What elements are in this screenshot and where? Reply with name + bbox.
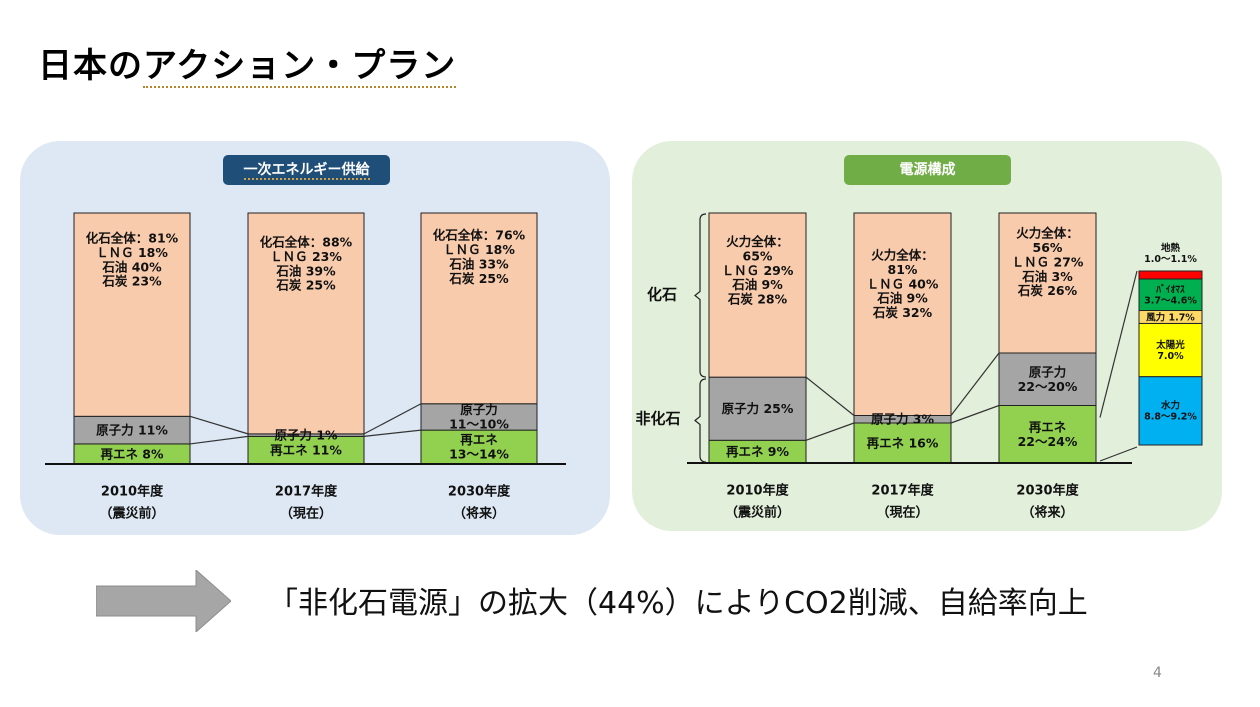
connector-line [950,352,1000,416]
category-sublabel: （将来） [453,506,505,522]
renewable-breakdown-solar [1138,322,1203,378]
segment-label: 再エネ 13～14% [449,432,509,461]
fossil-segment [853,212,952,416]
category-label: 2010年度 [726,483,789,499]
connector-line [189,435,249,445]
segment-label: 原子力 22～20% [1018,364,1078,393]
segment-label: 化石全体：76%ＬＮＧ 18%石油 33%石炭 25% [433,228,526,286]
connector-line [805,422,855,441]
renewable-breakdown-label: 地熱 1.0～1.1% [1144,242,1197,265]
renewable-breakdown-biomass [1138,278,1203,312]
category-label: 2030年度 [1016,483,1079,499]
nuclear-segment [73,415,191,445]
zoom-connector-line [1099,446,1138,462]
segment-label: 再エネ 9% [726,444,790,459]
category-label: 2030年度 [448,484,511,500]
segment-label: 原子力 1% [274,428,338,443]
primary-energy-badge: 一次エネルギー供給 [223,155,390,185]
segment-label: 再エネ 8% [100,446,164,461]
renewable-breakdown-label: 太陽光 7.0% [1156,339,1185,362]
primary-energy-title: 一次エネルギー供給 [243,162,370,180]
connector-line [805,376,855,416]
segment-label: 原子力 11% [96,422,168,437]
renewable-breakdown-hydro [1138,376,1203,446]
nuclear-segment [708,376,807,441]
group-label-non-fossil: 非化石 [635,409,680,427]
power-mix-title: 電源構成 [899,162,956,178]
fossil-segment [708,212,807,378]
connector-line [950,404,1000,424]
category-label: 2010年度 [101,484,164,500]
connector-line [189,415,249,435]
segment-label: 原子力 25% [722,401,794,416]
title-underlined: アクション・プラン [143,46,457,88]
right-arrow-icon [96,570,231,632]
slide-title: 日本のアクション・プラン [38,38,457,88]
category-sublabel: （現在） [876,505,928,521]
fossil-segment [73,212,191,417]
zoom-connector-line [1099,270,1138,418]
category-sublabel: （将来） [1021,505,1073,521]
renewable-segment [420,429,538,465]
power-mix-badge: 電源構成 [844,155,1011,185]
renewable-breakdown-geothermal [1138,270,1203,280]
group-label-fossil: 化石 [647,285,677,303]
category-label: 2017年度 [871,483,934,499]
fossil-segment [998,212,1097,354]
category-sublabel: （現在） [280,506,332,522]
category-sublabel: （震災前） [725,505,790,521]
segment-label: 再エネ 16% [867,435,939,450]
segment-label: 原子力 3% [871,412,935,427]
connector-line [363,403,422,435]
bottom-message: 「非化石電源」の拡大（44%）によりCO2削減、自給率向上 [268,586,1088,621]
fossil-segment [420,212,538,405]
renewable-breakdown-label: 水力 8.8～9.2% [1144,400,1197,423]
renewable-segment [998,405,1097,464]
segment-label: 火力全体： 56%ＬＮＧ 27%石油 3%石炭 26% [1012,226,1084,299]
renewable-breakdown-label: ﾊﾞｲｵﾏｽ 3.7～4.6% [1144,284,1197,307]
nuclear-segment [998,352,1097,406]
non-fossil-bracket [694,378,707,463]
segment-label: 原子力 11～10% [449,402,509,431]
segment-label: 化石全体：81%ＬＮＧ 18%石油 40%石炭 23% [86,231,179,289]
fossil-bracket [694,213,707,378]
renewable-segment [247,435,365,465]
nuclear-segment [420,403,538,431]
segment-label: 化石全体：88%ＬＮＧ 23%石油 39%石炭 25% [260,235,353,293]
segment-label: 再エネ 22～24% [1018,419,1078,448]
segment-label: 火力全体： 81%ＬＮＧ 40%石油 9%石炭 32% [867,248,939,321]
segment-label: 再エネ 11% [270,443,342,458]
connector-line [363,429,422,437]
power-mix-panel: 電源構成 再エネ 9% 原子力 25% 火力全体： 65%ＬＮＧ 29%石油 9%石炭… [632,141,1222,531]
renewable-breakdown-label: 風力 1.7% [1146,311,1195,323]
category-sublabel: （震災前） [99,506,164,522]
primary-energy-chart: 再エネ 8% 原子力 11% 化石全体：81%ＬＮＧ 18%石油 40%石炭 23%… [45,212,566,522]
page-number: 4 [1153,665,1162,681]
fossil-segment [247,212,365,435]
primary-energy-panel: 一次エネルギー供給 再エネ 8% 原子力 11% 化石全体：81%ＬＮＧ 18%石油… [20,141,610,535]
category-label: 2017年度 [275,484,338,500]
power-mix-chart: 再エネ 9% 原子力 25% 火力全体： 65%ＬＮＧ 29%石油 9%石炭 28% 2… [635,212,1203,521]
title-prefix: 日本の [38,46,143,86]
segment-label: 火力全体： 65%ＬＮＧ 29%石油 9%石炭 28% [722,234,794,307]
